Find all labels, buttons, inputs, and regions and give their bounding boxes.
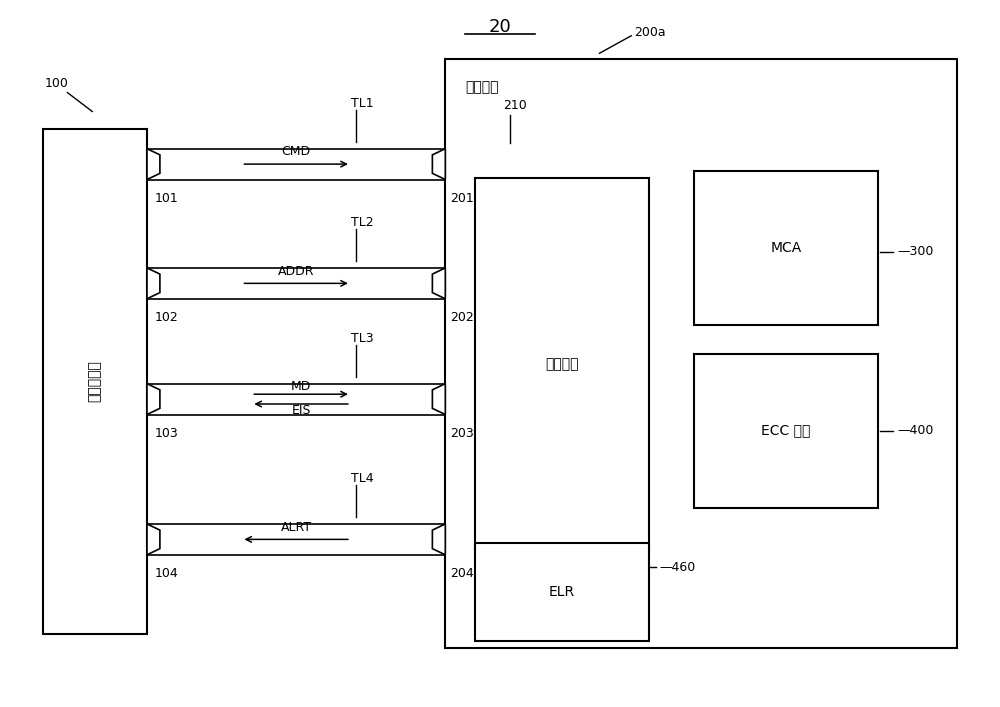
Text: ALRT: ALRT: [281, 521, 312, 534]
Polygon shape: [432, 524, 445, 555]
Text: ADDR: ADDR: [278, 264, 314, 278]
Polygon shape: [432, 148, 445, 180]
Text: 204: 204: [450, 568, 474, 580]
Text: —460: —460: [659, 561, 695, 574]
Text: 103: 103: [155, 427, 179, 440]
Bar: [445, 59, 957, 648]
Text: TL3: TL3: [351, 332, 373, 345]
Text: MD: MD: [291, 380, 311, 393]
Bar: [475, 178, 649, 550]
Polygon shape: [147, 268, 160, 299]
Polygon shape: [432, 268, 445, 299]
Polygon shape: [432, 384, 445, 414]
Text: 104: 104: [155, 568, 179, 580]
Bar: [694, 171, 878, 325]
Text: TL1: TL1: [351, 97, 373, 110]
Polygon shape: [147, 524, 160, 555]
Text: 存储控制器: 存储控制器: [88, 361, 102, 402]
Bar: [475, 543, 649, 641]
Polygon shape: [147, 148, 160, 180]
Text: —400: —400: [898, 424, 934, 437]
Text: 控制电路: 控制电路: [545, 357, 579, 371]
Text: 101: 101: [155, 192, 179, 205]
Text: ELR: ELR: [549, 585, 575, 599]
Text: EIS: EIS: [291, 404, 311, 417]
Text: 201: 201: [450, 192, 474, 205]
Text: 200a: 200a: [634, 25, 666, 39]
Text: TL4: TL4: [351, 472, 373, 486]
Text: 202: 202: [450, 311, 474, 325]
Text: 210: 210: [503, 98, 527, 112]
Text: MCA: MCA: [770, 241, 802, 255]
Text: 203: 203: [450, 427, 474, 440]
Polygon shape: [147, 384, 160, 414]
Text: 100: 100: [45, 78, 68, 90]
Text: 102: 102: [155, 311, 179, 325]
Bar: [694, 354, 878, 508]
Text: CMD: CMD: [282, 146, 311, 158]
Text: TL2: TL2: [351, 216, 373, 229]
Text: 存储装置: 存储装置: [465, 80, 499, 94]
Text: ECC 电路: ECC 电路: [761, 423, 811, 438]
Bar: [43, 129, 147, 634]
Text: —300: —300: [898, 245, 934, 258]
Text: 20: 20: [489, 18, 511, 36]
